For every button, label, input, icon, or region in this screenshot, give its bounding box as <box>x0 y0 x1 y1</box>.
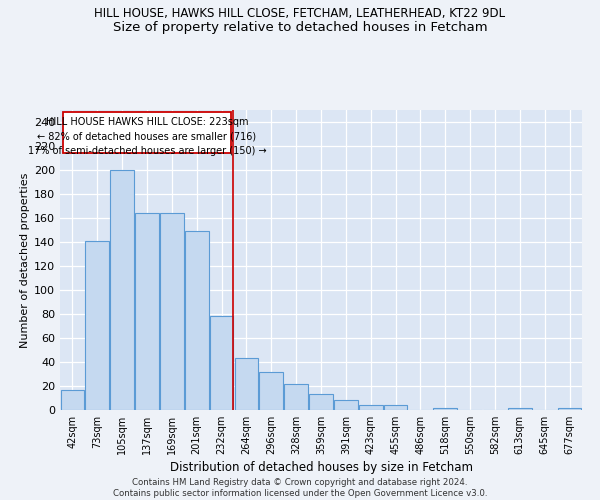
Bar <box>235 358 258 410</box>
Bar <box>110 170 134 410</box>
Text: Size of property relative to detached houses in Fetcham: Size of property relative to detached ho… <box>113 21 487 34</box>
Bar <box>384 405 407 410</box>
Bar <box>433 408 457 410</box>
Y-axis label: Number of detached properties: Number of detached properties <box>20 172 30 348</box>
Text: 17% of semi-detached houses are larger (150) →: 17% of semi-detached houses are larger (… <box>28 146 266 156</box>
Bar <box>185 231 209 410</box>
Text: Contains HM Land Registry data © Crown copyright and database right 2024.
Contai: Contains HM Land Registry data © Crown c… <box>113 478 487 498</box>
Text: HILL HOUSE, HAWKS HILL CLOSE, FETCHAM, LEATHERHEAD, KT22 9DL: HILL HOUSE, HAWKS HILL CLOSE, FETCHAM, L… <box>94 8 506 20</box>
Bar <box>309 394 333 410</box>
Bar <box>61 390 84 410</box>
Bar <box>508 408 532 410</box>
Bar <box>284 384 308 410</box>
Bar <box>259 372 283 410</box>
Bar <box>135 213 159 410</box>
Bar <box>160 213 184 410</box>
X-axis label: Distribution of detached houses by size in Fetcham: Distribution of detached houses by size … <box>170 461 473 474</box>
Bar <box>359 405 383 410</box>
Bar <box>558 408 581 410</box>
FancyBboxPatch shape <box>62 112 231 153</box>
Bar <box>210 316 233 410</box>
Bar <box>85 241 109 410</box>
Text: ← 82% of detached houses are smaller (716): ← 82% of detached houses are smaller (71… <box>37 132 256 141</box>
Bar <box>334 400 358 410</box>
Text: HILL HOUSE HAWKS HILL CLOSE: 223sqm: HILL HOUSE HAWKS HILL CLOSE: 223sqm <box>46 117 248 127</box>
